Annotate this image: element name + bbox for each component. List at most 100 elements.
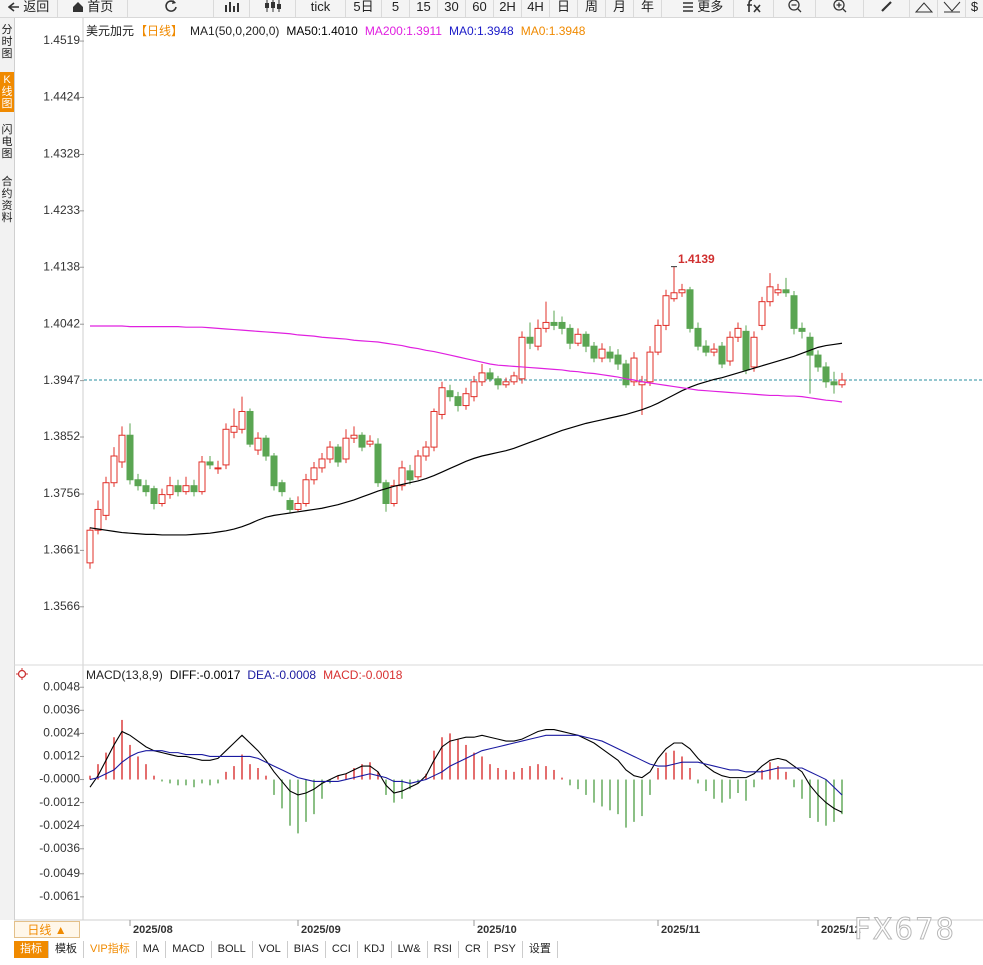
formula-button[interactable] bbox=[734, 0, 774, 17]
macd-line bbox=[89, 734, 843, 796]
period-button[interactable]: 年 bbox=[634, 0, 662, 17]
indicator-tab[interactable]: 指标 bbox=[14, 941, 49, 958]
y-tick-label: 0.0036 bbox=[43, 702, 80, 716]
zoom-out-button[interactable] bbox=[774, 0, 816, 17]
indicator-tab[interactable]: CCI bbox=[326, 941, 358, 958]
y-tick-label: 1.4042 bbox=[43, 316, 80, 330]
home-button[interactable]: 首页 bbox=[58, 0, 128, 17]
shape-button-2[interactable] bbox=[938, 0, 966, 17]
period-selector[interactable]: 日线 ▲ bbox=[14, 921, 80, 938]
home-label: 首页 bbox=[87, 0, 114, 14]
candle-body bbox=[670, 292, 678, 300]
side-tab[interactable]: K线图 bbox=[0, 72, 14, 112]
candle-body bbox=[350, 434, 358, 439]
period-button[interactable]: 周 bbox=[578, 0, 606, 17]
x-tick-label: 2025/11 bbox=[661, 924, 700, 936]
candle-body bbox=[334, 446, 342, 463]
candle-body bbox=[742, 330, 750, 371]
legend-entry: MA0:1.3948 bbox=[520, 23, 586, 38]
period-button[interactable]: 日 bbox=[550, 0, 578, 17]
y-tick-label: 1.4328 bbox=[43, 147, 80, 161]
period-button[interactable]: 月 bbox=[606, 0, 634, 17]
candle-body bbox=[798, 327, 806, 332]
indicator-tab[interactable]: BOLL bbox=[212, 941, 253, 958]
indicator-tab[interactable]: VOL bbox=[253, 941, 288, 958]
refresh-button[interactable] bbox=[128, 0, 214, 17]
currency-button[interactable]: $ bbox=[966, 0, 983, 17]
candle-body bbox=[310, 467, 318, 481]
period-button[interactable]: 5 bbox=[382, 0, 410, 17]
period-button[interactable]: 4H bbox=[522, 0, 550, 17]
candle-body bbox=[414, 455, 422, 478]
indicator-tab[interactable]: KDJ bbox=[358, 941, 392, 958]
zoom-in-icon bbox=[832, 0, 846, 13]
period-button[interactable]: 2H bbox=[494, 0, 522, 17]
candle-body bbox=[174, 485, 182, 493]
indicator-tab[interactable]: CR bbox=[459, 941, 488, 958]
candle-body bbox=[774, 289, 782, 294]
ma-line bbox=[89, 342, 843, 536]
draw-button[interactable] bbox=[864, 0, 910, 17]
candle-body bbox=[574, 333, 582, 344]
back-button[interactable]: 返回 bbox=[0, 0, 58, 17]
zoom-in-button[interactable] bbox=[816, 0, 864, 17]
period-button[interactable]: tick bbox=[296, 0, 346, 17]
zoom-out-icon bbox=[787, 0, 801, 13]
indicator-tab[interactable]: VIP指标 bbox=[84, 941, 137, 958]
period-button[interactable]: 30 bbox=[438, 0, 466, 17]
candle-body bbox=[366, 440, 374, 445]
y-tick-label: 0.0048 bbox=[43, 679, 80, 693]
indicator-tab[interactable]: MA bbox=[137, 941, 167, 958]
menu-icon bbox=[682, 2, 693, 12]
legend-entry: DIFF:-0.0017 bbox=[169, 668, 241, 682]
y-tick-label: 1.3566 bbox=[43, 599, 80, 613]
side-tab[interactable]: 合约资料 bbox=[1, 176, 13, 224]
back-icon bbox=[7, 2, 19, 12]
candle-body bbox=[782, 289, 790, 294]
indicator-tabs: 指标 模板 VIP指标 MA MACD BOLL VOL BIAS CCI KDJ LW& RSI CR… bbox=[14, 941, 558, 958]
candle-body bbox=[694, 327, 702, 347]
shape-button[interactable] bbox=[910, 0, 938, 17]
indicator-tab[interactable]: RSI bbox=[428, 941, 459, 958]
candle-body bbox=[766, 286, 774, 303]
indicator-tab[interactable]: 模板 bbox=[49, 941, 84, 958]
back-label: 返回 bbox=[23, 0, 50, 14]
candle-chart-button[interactable] bbox=[250, 0, 296, 17]
legend-entry: MA200:1.3911 bbox=[364, 23, 442, 38]
candle-body bbox=[830, 381, 838, 386]
y-tick-label: 1.4138 bbox=[43, 259, 80, 273]
candle-body bbox=[222, 428, 230, 466]
period-button[interactable]: 15 bbox=[410, 0, 438, 17]
settings-icon[interactable] bbox=[16, 668, 28, 680]
currency-label: $ bbox=[970, 0, 979, 14]
candle-body bbox=[718, 345, 726, 365]
y-tick-label: -0.0000 bbox=[39, 772, 80, 786]
candle-body bbox=[510, 375, 518, 383]
indicator-tab[interactable]: BIAS bbox=[288, 941, 326, 958]
candle-body bbox=[94, 508, 102, 531]
candle-body bbox=[630, 357, 638, 383]
more-button[interactable]: 更多 bbox=[672, 0, 734, 17]
x-tick-label: 2025/10 bbox=[477, 924, 517, 936]
y-tick-label: -0.0012 bbox=[39, 795, 80, 809]
candle-body bbox=[190, 485, 198, 493]
candle-body bbox=[566, 327, 574, 344]
toolbar: 返回 首页 tick 5日 5 15 30 60 2H 4H 日周月年 更多 $ bbox=[0, 0, 983, 18]
side-tab[interactable]: 分时图 bbox=[1, 24, 13, 60]
candle-body bbox=[326, 446, 334, 460]
candle-body bbox=[230, 425, 238, 433]
indicator-tab[interactable]: LW& bbox=[392, 941, 428, 958]
line-chart-button[interactable] bbox=[214, 0, 250, 17]
indicator-tab[interactable]: MACD bbox=[166, 941, 212, 958]
indicator-tab[interactable]: 设置 bbox=[523, 941, 558, 958]
candle-body bbox=[454, 396, 462, 407]
indicator-tab[interactable]: PSY bbox=[488, 941, 523, 958]
side-tab[interactable]: 闪电图 bbox=[1, 124, 13, 160]
candle-body bbox=[398, 467, 406, 487]
y-tick-label: 0.0024 bbox=[43, 726, 80, 740]
candle-body bbox=[606, 351, 614, 359]
candle-body bbox=[422, 446, 430, 457]
period-button[interactable]: 60 bbox=[466, 0, 494, 17]
period-button[interactable]: 5日 bbox=[346, 0, 382, 17]
